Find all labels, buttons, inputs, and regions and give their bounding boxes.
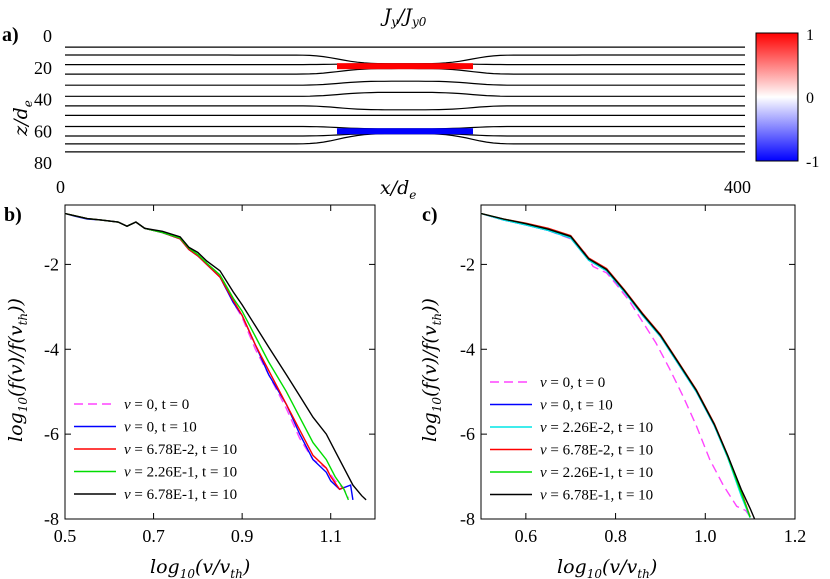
panel-b-xtick-label: 1.1	[319, 526, 342, 546]
panel-b-legend-entry: ν = 2.26E-1, t = 10	[124, 465, 237, 481]
panel-a-ytick: 80	[34, 153, 52, 173]
panel-c-legend-entry: ν = 6.78E-2, t = 10	[540, 443, 653, 459]
panel-c-ytick-label: -6	[460, 424, 475, 444]
panel-b-legend-entry: ν = 0, t = 0	[124, 397, 189, 413]
panel-a-y-ticks: 0 20 40 60 80	[34, 26, 52, 173]
current-sheet-negative	[337, 128, 473, 135]
colorbar-tick-zero: 0	[806, 90, 814, 107]
panel-c-ytick-label: -4	[460, 339, 475, 359]
panel-a-ytick: 40	[34, 90, 52, 110]
panel-b-ylabel: log10(f(v)/f(vth))	[5, 298, 30, 442]
current-sheet-positive	[337, 63, 473, 70]
panel-a-ylabel: z/de	[10, 100, 35, 137]
field-line	[65, 67, 745, 75]
panel-a: a) Jy/Jy0 0 20 40 60 80 0 400 x/de z/de 1 0 …	[2, 5, 819, 202]
panel-b-axes: 0.5 0.7 0.9 1.1 -8 -6 -4 -2	[44, 204, 376, 546]
colorbar-tick-min: -1	[806, 154, 819, 171]
panel-a-title: Jy/Jy0	[380, 5, 427, 29]
panel-b-ytick-label: -2	[44, 254, 59, 274]
field-line	[65, 80, 745, 86]
panel-c-series	[480, 212, 756, 520]
panel-b-series-line	[64, 212, 367, 501]
panel-c-ylabel: log10(f(v)/f(vth))	[419, 298, 444, 442]
field-line	[65, 105, 745, 111]
panel-c-ytick-label: -2	[460, 254, 475, 274]
panel-a-label: a)	[2, 24, 19, 46]
panel-b-xlabel: log10(v/vth)	[150, 556, 250, 579]
panel-a-ytick: 0	[43, 26, 52, 46]
panel-c-legend-entry: ν = 0, t = 10	[540, 398, 613, 414]
panel-b-ytick-label: -6	[44, 424, 59, 444]
panel-c-xtick-label: 1.0	[694, 526, 717, 546]
panel-b-xtick-label: 0.9	[231, 526, 254, 546]
panel-b-legend: ν = 0, t = 0 ν = 0, t = 10 ν = 6.78E-2, t …	[74, 397, 237, 503]
panel-c-legend-entry: ν = 0, t = 0	[540, 375, 605, 391]
panel-c-legend-entry: ν = 6.78E-1, t = 10	[540, 488, 653, 504]
panel-c-label: c)	[422, 204, 438, 226]
field-line	[65, 54, 745, 65]
panel-b-label: b)	[4, 204, 22, 226]
colorbar	[755, 32, 799, 162]
panel-b-ytick-label: -4	[44, 339, 59, 359]
panel-a-xlabel: x/de	[380, 177, 416, 202]
panel-c-ytick-label: -8	[460, 509, 475, 529]
panel-c-xtick-label: 1.2	[784, 526, 807, 546]
field-line	[65, 133, 745, 145]
panel-c-xtick-label: 0.8	[604, 526, 627, 546]
panel-a-ytick: 60	[34, 121, 52, 141]
panel-b-xtick-label: 0.5	[54, 526, 77, 546]
colorbar-tick-max: 1	[806, 27, 814, 44]
panel-b-legend-entry: ν = 0, t = 10	[124, 420, 197, 436]
panel-a-xtick-0: 0	[56, 177, 65, 197]
panel-b-series	[64, 212, 367, 501]
panel-c-xlabel: log10(v/vth)	[557, 556, 657, 579]
panel-a-current-sheets	[337, 63, 473, 135]
panel-c-axes: 0.6 0.8 1.0 1.2 -8 -6 -4 -2	[460, 204, 807, 546]
panel-c: c) 0.6 0.8 1.0 1.2-8-6-4-2 ν = 0, t = 0ν = …	[419, 204, 806, 579]
panel-c-xtick-label: 0.6	[515, 526, 538, 546]
panel-b-legend-entry: ν = 6.78E-1, t = 10	[124, 487, 237, 503]
panel-c-axes-frame	[480, 204, 796, 520]
panel-b-axes-frame	[64, 204, 376, 520]
panel-b: b) 0.5 0.7 0.9 1.1-8-6-4-2 ν = 0, t = 0ν = …	[4, 204, 376, 579]
panel-a-field-lines	[65, 46, 745, 153]
panel-b-legend-entry: ν = 6.78E-2, t = 10	[124, 442, 237, 458]
field-line	[65, 91, 745, 97]
panel-a-ytick: 20	[34, 58, 52, 78]
panel-c-legend-entry: ν = 2.26E-2, t = 10	[540, 420, 653, 436]
panel-c-legend-entry: ν = 2.26E-1, t = 10	[540, 465, 653, 481]
panel-b-xtick-label: 0.7	[142, 526, 165, 546]
panel-c-legend: ν = 0, t = 0 ν = 0, t = 10 ν = 2.26E-2, t …	[490, 375, 653, 504]
panel-c-series-line	[480, 212, 756, 520]
panel-a-xtick-400: 400	[724, 177, 751, 197]
panel-b-ytick-label: -8	[44, 509, 59, 529]
